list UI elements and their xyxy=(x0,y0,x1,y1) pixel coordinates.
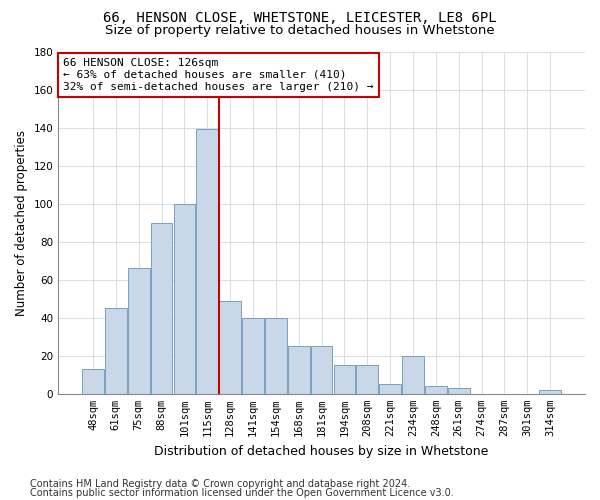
Bar xyxy=(105,308,127,394)
Bar xyxy=(288,346,310,394)
Bar xyxy=(219,300,241,394)
Bar xyxy=(265,318,287,394)
Bar xyxy=(356,366,378,394)
Bar xyxy=(539,390,561,394)
Text: 66, HENSON CLOSE, WHETSTONE, LEICESTER, LE8 6PL: 66, HENSON CLOSE, WHETSTONE, LEICESTER, … xyxy=(103,11,497,25)
Bar xyxy=(242,318,264,394)
Y-axis label: Number of detached properties: Number of detached properties xyxy=(15,130,28,316)
Bar xyxy=(311,346,332,394)
Text: Contains HM Land Registry data © Crown copyright and database right 2024.: Contains HM Land Registry data © Crown c… xyxy=(30,479,410,489)
Bar xyxy=(82,369,104,394)
Bar xyxy=(196,130,218,394)
Bar xyxy=(173,204,195,394)
Bar xyxy=(425,386,447,394)
X-axis label: Distribution of detached houses by size in Whetstone: Distribution of detached houses by size … xyxy=(154,444,489,458)
Bar xyxy=(128,268,149,394)
Text: Contains public sector information licensed under the Open Government Licence v3: Contains public sector information licen… xyxy=(30,488,454,498)
Bar xyxy=(402,356,424,394)
Bar xyxy=(448,388,470,394)
Bar xyxy=(151,222,172,394)
Bar xyxy=(379,384,401,394)
Text: 66 HENSON CLOSE: 126sqm
← 63% of detached houses are smaller (410)
32% of semi-d: 66 HENSON CLOSE: 126sqm ← 63% of detache… xyxy=(64,58,374,92)
Text: Size of property relative to detached houses in Whetstone: Size of property relative to detached ho… xyxy=(105,24,495,37)
Bar xyxy=(334,366,355,394)
